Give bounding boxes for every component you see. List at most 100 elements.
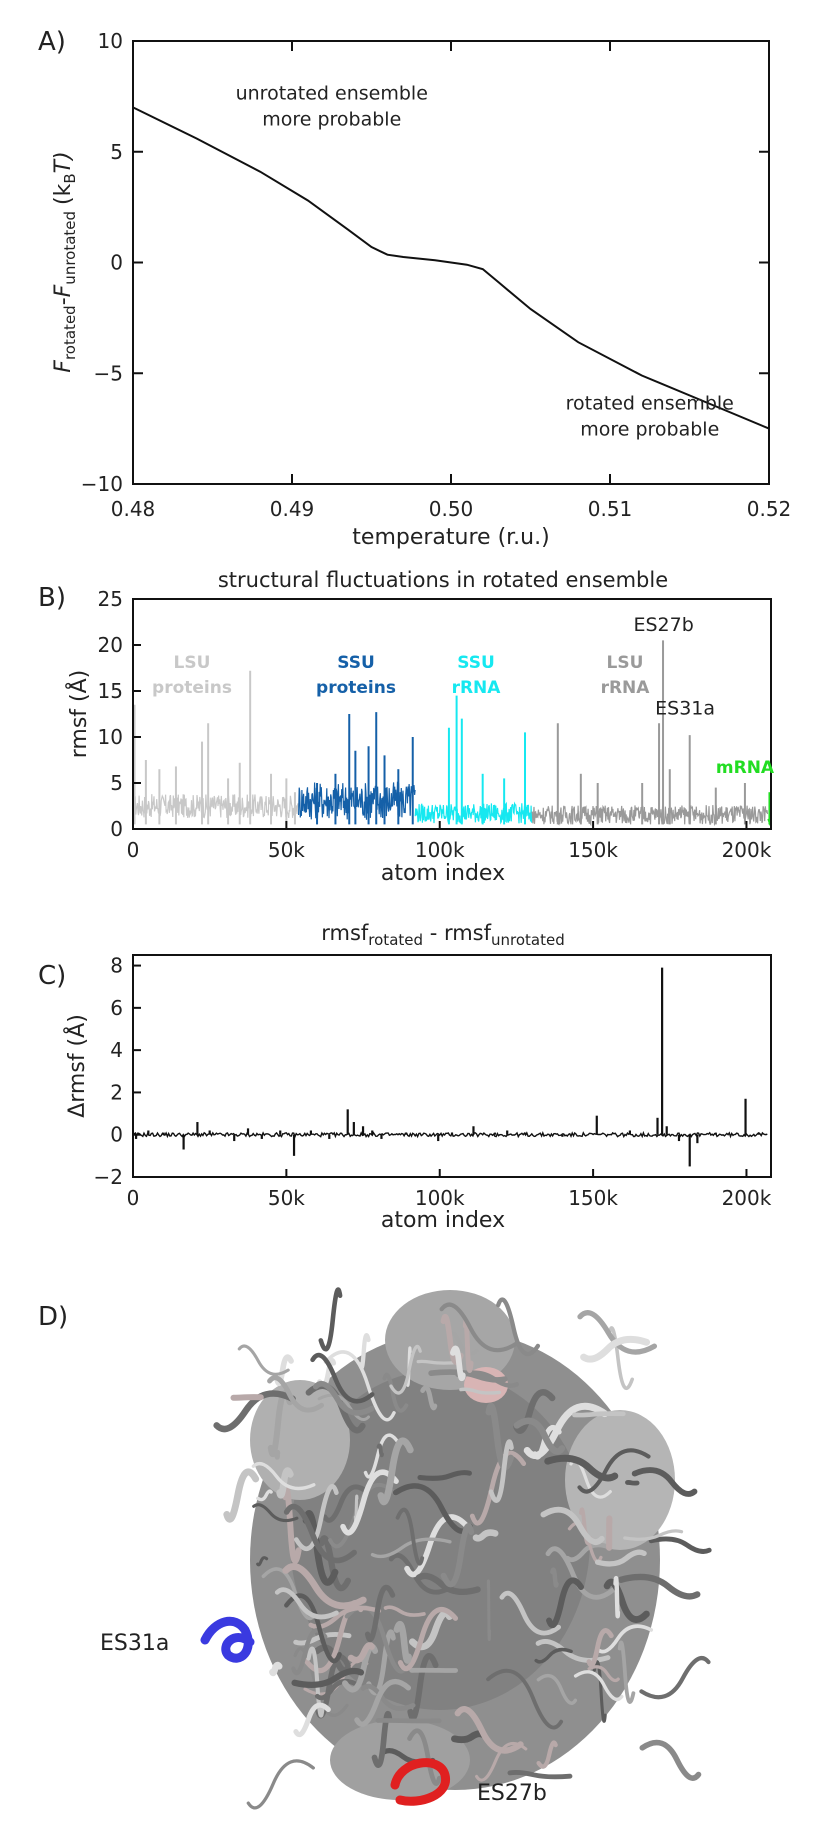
- annotation-rotated-line1: rotated ensemble: [566, 393, 734, 415]
- rna-tube: [322, 1484, 370, 1523]
- annotation-unrotated-line1: unrotated ensemble: [236, 82, 428, 104]
- rna-tube: [550, 1567, 559, 1588]
- rna-tube: [318, 1535, 352, 1592]
- delta-rmsf-baseline: [132, 1130, 768, 1139]
- panel-label-a: A): [38, 27, 66, 57]
- region-label-lsu_proteins: LSU: [174, 653, 211, 673]
- annotation-es31a: ES31a: [655, 698, 715, 720]
- panel-b-axes: 0 5 10 15 20 25 0 50k 100k 150k 200k: [98, 587, 772, 862]
- rna-tube: [397, 1607, 459, 1671]
- a-xtick-label: 0.49: [270, 497, 315, 521]
- a-xtick-label: 0.48: [111, 497, 156, 521]
- panel-b-ylabel: rmsf (Å): [65, 670, 92, 759]
- region-label-lsu_proteins: proteins: [152, 678, 232, 698]
- rna-tube: [376, 1443, 384, 1458]
- rna-tube: [572, 1411, 626, 1418]
- ylabel-unit-sub: B: [61, 173, 79, 183]
- rna-tube: [370, 1537, 452, 1559]
- ylabel-f2: F: [51, 284, 76, 297]
- c-xtick-label: 0: [127, 1186, 140, 1210]
- es31a-structure: [200, 1616, 255, 1663]
- rna-tube: [587, 1665, 620, 1683]
- rna-tube: [375, 1718, 442, 1724]
- panel-a: A) 10 5 0 −5 −100.48 0.49 0.50 0.51 0.52 unrotat…: [38, 27, 791, 550]
- panel-a-xlabel: temperature (r.u.): [352, 525, 549, 550]
- rna-tube: [347, 1642, 375, 1664]
- rna-tube: [595, 1624, 654, 1654]
- panel-a-axes: 10 5 0 −5 −100.48 0.49 0.50 0.51 0.52: [81, 29, 791, 521]
- rna-tube: [223, 1468, 260, 1523]
- rna-tube: [364, 1584, 396, 1643]
- a-ytick-label: −5: [94, 361, 123, 385]
- b-xtick-label: 50k: [268, 838, 305, 862]
- title-sub-unrotated: unrotated: [491, 931, 565, 949]
- ribosome-structure: [200, 1287, 712, 1810]
- rna-tube: [648, 1536, 712, 1554]
- panel-c-xlabel: atom index: [381, 1208, 505, 1233]
- rna-tube: [274, 1449, 281, 1460]
- annotation-es27b: ES27b: [633, 614, 693, 636]
- rna-tube: [613, 1575, 621, 1619]
- c-xtick-label: 150k: [568, 1186, 618, 1210]
- region-label-ssu_rrna: SSU: [457, 653, 495, 673]
- free-energy-curve: [132, 106, 770, 430]
- rna-tube: [625, 1480, 640, 1486]
- label-es27b: ES27b: [477, 1781, 547, 1806]
- annotation-rotated-line2: more probable: [580, 419, 719, 441]
- rna-tube: [366, 1629, 396, 1696]
- rna-tube: [256, 1556, 269, 1567]
- c-ytick-label: 2: [110, 1080, 123, 1104]
- rna-tube: [407, 1652, 439, 1721]
- ylabel-dash: -: [51, 297, 76, 305]
- panel-c-frame: [132, 954, 772, 1178]
- rna-tube: [544, 1454, 619, 1482]
- panel-d: D) ES31a ES27b: [38, 1287, 712, 1810]
- b-xtick-label: 100k: [415, 838, 465, 862]
- b-ytick-label: 5: [110, 771, 123, 795]
- rna-tube: [507, 1770, 573, 1780]
- rna-tube: [314, 1678, 358, 1701]
- rna-tube: [318, 1287, 343, 1352]
- rna-tube: [294, 1484, 339, 1552]
- rna-tube: [306, 1646, 325, 1718]
- rna-tube: [536, 1673, 578, 1705]
- rna-tube: [472, 1529, 499, 1542]
- c-ytick-label: −2: [94, 1165, 123, 1189]
- rna-tube: [450, 1345, 466, 1382]
- rna-tube: [594, 1549, 647, 1567]
- rna-tube: [360, 1683, 416, 1711]
- rna-tube: [392, 1483, 473, 1534]
- rna-tube: [545, 1546, 616, 1600]
- panel-a-ylabel: Frotated-Funrotated(kBT): [51, 151, 79, 372]
- rna-tube: [451, 1730, 486, 1744]
- rna-tubes: [213, 1287, 712, 1810]
- b-ytick-label: 25: [98, 587, 123, 611]
- series-lsu_proteins-noise: [132, 794, 300, 819]
- b-ytick-label: 10: [98, 725, 123, 749]
- c-ytick-label: 8: [110, 954, 123, 978]
- rna-tube: [440, 1523, 475, 1588]
- a-xtick-label: 0.50: [429, 497, 474, 521]
- b-xtick-label: 200k: [722, 838, 772, 862]
- rna-tube: [230, 1394, 264, 1401]
- rna-tube: [269, 1661, 283, 1677]
- rna-tube: [267, 1375, 324, 1413]
- annotation-unrotated-line2: more probable: [262, 108, 401, 130]
- rna-tube: [534, 1647, 573, 1664]
- rna-tube: [274, 1587, 339, 1620]
- rna-tube: [283, 1503, 357, 1564]
- rna-tube: [586, 1628, 614, 1668]
- series-ssu_proteins-noise: [298, 781, 416, 820]
- rna-tube: [415, 1572, 481, 1595]
- region-label-ssu_proteins: proteins: [316, 678, 396, 698]
- rna-tube: [573, 1670, 624, 1702]
- rna-tube: [282, 1487, 302, 1564]
- rna-tube: [617, 1573, 701, 1600]
- a-xtick-label: 0.51: [588, 497, 633, 521]
- rna-tube: [382, 1372, 409, 1413]
- rna-tube: [323, 1350, 396, 1422]
- rna-tube: [371, 1711, 393, 1768]
- region-label-mrna: mRNA: [716, 758, 775, 778]
- rna-tube: [540, 1506, 605, 1545]
- panel-label-c: C): [38, 961, 66, 991]
